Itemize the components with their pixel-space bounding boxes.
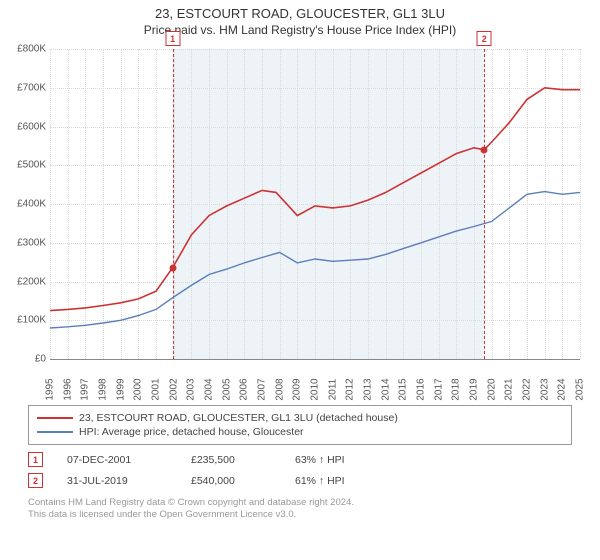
footer-line-1: Contains HM Land Registry data © Crown c… [28, 497, 572, 509]
legend-item: 23, ESTCOURT ROAD, GLOUCESTER, GL1 3LU (… [37, 411, 563, 425]
x-tick-label: 2021 [504, 378, 515, 400]
x-tick-label: 2016 [416, 378, 427, 400]
x-tick-label: 2005 [221, 378, 232, 400]
y-tick-label: £0 [4, 354, 46, 365]
transaction-marker: 1 [28, 452, 43, 467]
x-tick-label: 2007 [257, 378, 268, 400]
x-tick-label: 2014 [380, 378, 391, 400]
transaction-date: 31-JUL-2019 [67, 475, 167, 487]
x-tick-label: 2009 [292, 378, 303, 400]
series-hpi [50, 192, 580, 328]
transaction-price: £540,000 [191, 475, 271, 487]
marker-callout: 2 [477, 31, 492, 46]
x-tick-label: 2010 [310, 378, 321, 400]
x-tick-label: 2024 [557, 378, 568, 400]
x-tick-label: 1996 [62, 378, 73, 400]
legend-item: HPI: Average price, detached house, Glou… [37, 425, 563, 439]
marker-point [481, 146, 488, 153]
footer-attribution: Contains HM Land Registry data © Crown c… [28, 497, 572, 521]
y-tick-label: £400K [4, 199, 46, 210]
x-tick-label: 2020 [486, 378, 497, 400]
x-tick-label: 2000 [133, 378, 144, 400]
legend-swatch [37, 431, 73, 433]
x-axis-line [50, 359, 580, 360]
x-tick-label: 2017 [433, 378, 444, 400]
x-tick-label: 2015 [398, 378, 409, 400]
x-tick-label: 2023 [539, 378, 550, 400]
y-tick-label: £200K [4, 276, 46, 287]
marker-point [169, 264, 176, 271]
x-tick-label: 2012 [345, 378, 356, 400]
x-tick-label: 2025 [575, 378, 586, 400]
transaction-marker: 2 [28, 473, 43, 488]
transaction-pct: 61% ↑ HPI [295, 475, 345, 487]
y-tick-label: £800K [4, 44, 46, 55]
x-tick-label: 2002 [168, 378, 179, 400]
legend: 23, ESTCOURT ROAD, GLOUCESTER, GL1 3LU (… [28, 405, 572, 445]
x-tick-label: 2008 [274, 378, 285, 400]
legend-label: 23, ESTCOURT ROAD, GLOUCESTER, GL1 3LU (… [79, 412, 398, 424]
chart-container: 23, ESTCOURT ROAD, GLOUCESTER, GL1 3LU P… [0, 0, 600, 560]
chart-subtitle: Price paid vs. HM Land Registry's House … [0, 21, 600, 41]
x-tick-label: 2022 [522, 378, 533, 400]
series-price_paid [50, 88, 580, 311]
plot-area: 12 [50, 49, 580, 359]
x-tick-label: 1997 [80, 378, 91, 400]
x-tick-label: 2003 [186, 378, 197, 400]
y-tick-label: £100K [4, 315, 46, 326]
transaction-row: 1 07-DEC-2001 £235,500 63% ↑ HPI [28, 449, 572, 470]
legend-label: HPI: Average price, detached house, Glou… [79, 426, 304, 438]
transaction-date: 07-DEC-2001 [67, 454, 167, 466]
x-tick-label: 2013 [363, 378, 374, 400]
footer-line-2: This data is licensed under the Open Gov… [28, 509, 572, 521]
x-tick-label: 2001 [151, 378, 162, 400]
transaction-pct: 63% ↑ HPI [295, 454, 345, 466]
y-tick-label: £600K [4, 121, 46, 132]
x-tick-label: 1998 [98, 378, 109, 400]
chart-area: 12 £0 £100K £200K £300K £400K £500K £600K £700K… [0, 41, 600, 401]
line-series-svg [50, 49, 580, 359]
x-tick-label: 2006 [239, 378, 250, 400]
transaction-price: £235,500 [191, 454, 271, 466]
legend-swatch [37, 417, 73, 419]
y-tick-label: £700K [4, 82, 46, 93]
x-tick-label: 2004 [204, 378, 215, 400]
grid-line-v [580, 49, 581, 359]
chart-title: 23, ESTCOURT ROAD, GLOUCESTER, GL1 3LU [0, 0, 600, 21]
transaction-row: 2 31-JUL-2019 £540,000 61% ↑ HPI [28, 470, 572, 491]
marker-callout: 1 [165, 31, 180, 46]
x-tick-label: 1999 [115, 378, 126, 400]
y-tick-label: £300K [4, 237, 46, 248]
y-tick-label: £500K [4, 160, 46, 171]
x-tick-label: 2011 [327, 379, 338, 401]
transaction-table: 1 07-DEC-2001 £235,500 63% ↑ HPI 2 31-JUL-201… [28, 449, 572, 491]
x-tick-label: 1995 [45, 378, 56, 400]
x-tick-label: 2018 [451, 378, 462, 400]
x-tick-label: 2019 [469, 378, 480, 400]
